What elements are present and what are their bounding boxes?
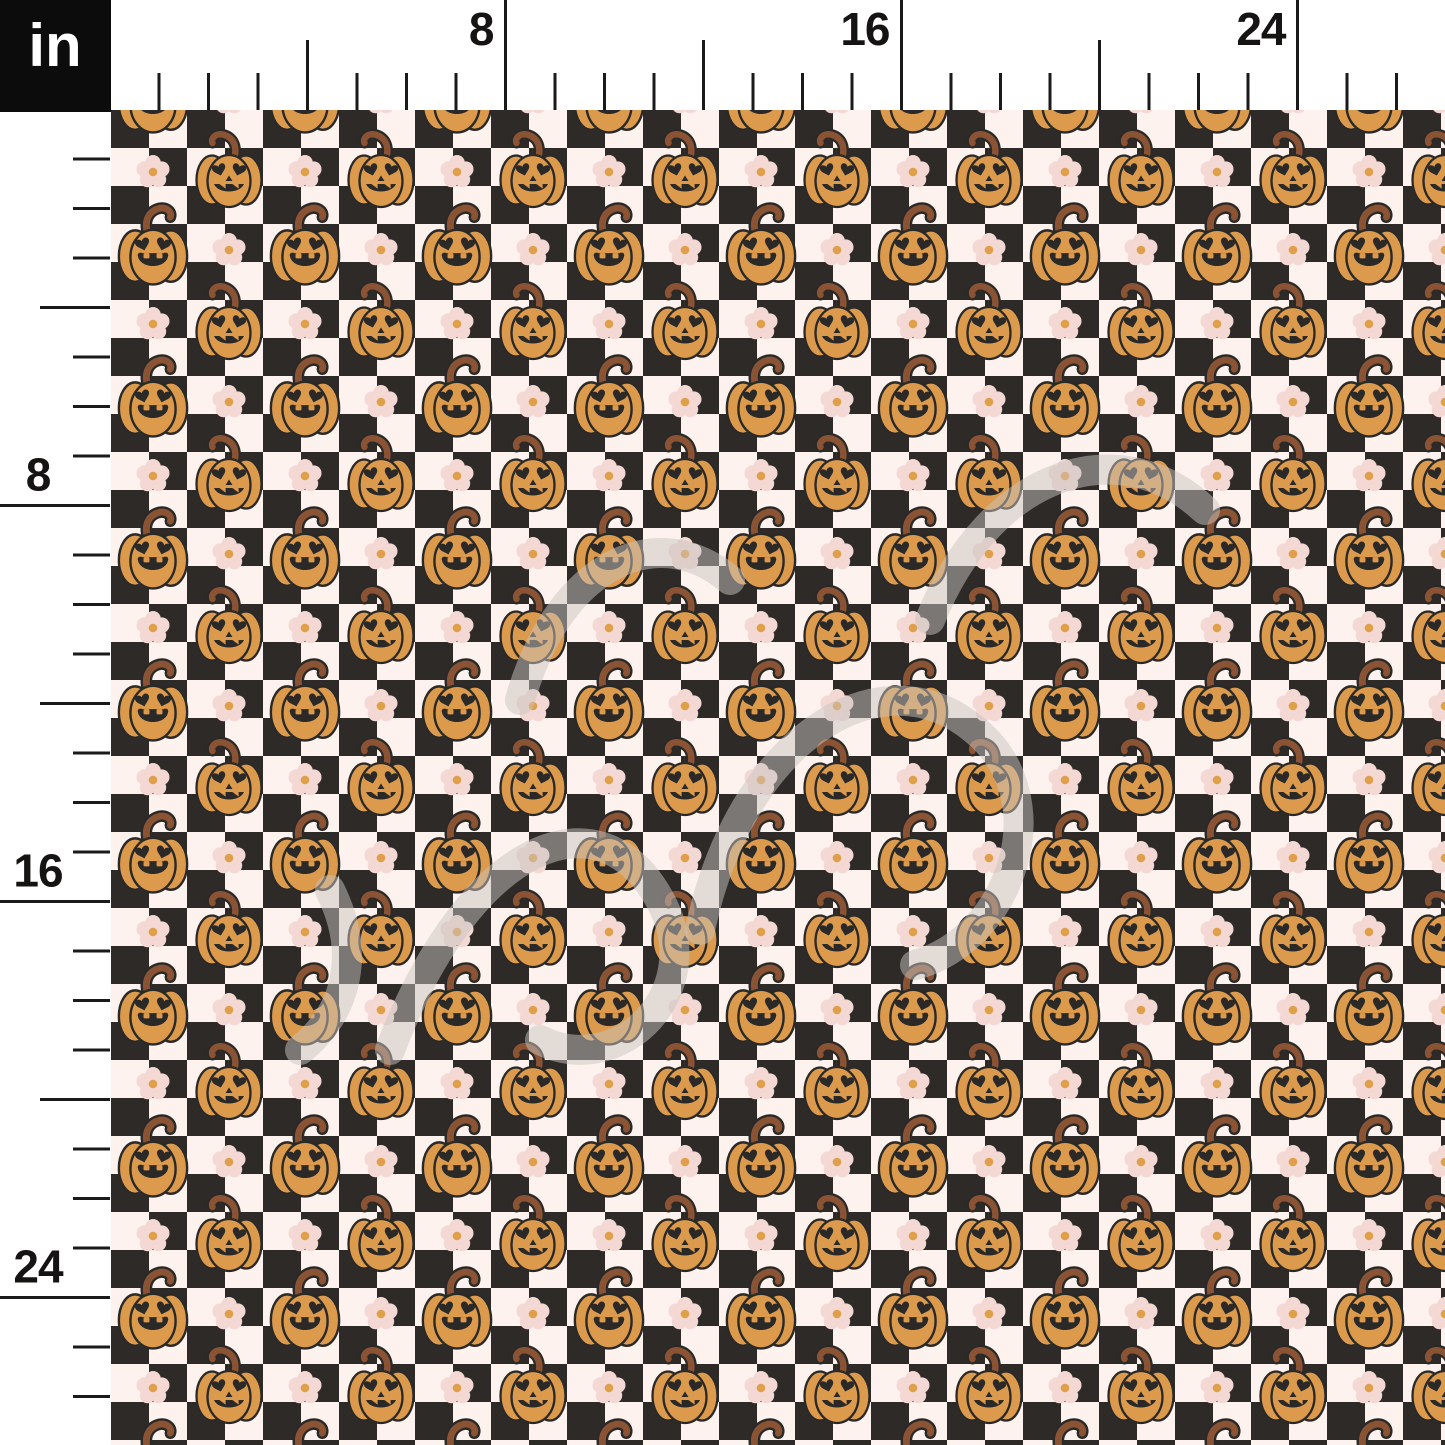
top-ruler-label-16: 16 <box>840 3 889 55</box>
top-ruler-label-8: 8 <box>469 3 494 55</box>
unit-box-label: in <box>28 12 81 79</box>
ruler-and-pattern-graphic: 8 16 24 8 16 24 in <box>0 0 1445 1445</box>
fabric-swatch-preview: 8 16 24 8 16 24 in <box>0 0 1445 1445</box>
top-ruler-label-24: 24 <box>1236 3 1287 55</box>
left-ruler-label-24: 24 <box>13 1241 64 1293</box>
top-ruler <box>0 0 1445 110</box>
left-ruler-label-16: 16 <box>13 845 62 897</box>
left-ruler-label-8: 8 <box>26 449 51 501</box>
left-ruler <box>0 0 111 1445</box>
